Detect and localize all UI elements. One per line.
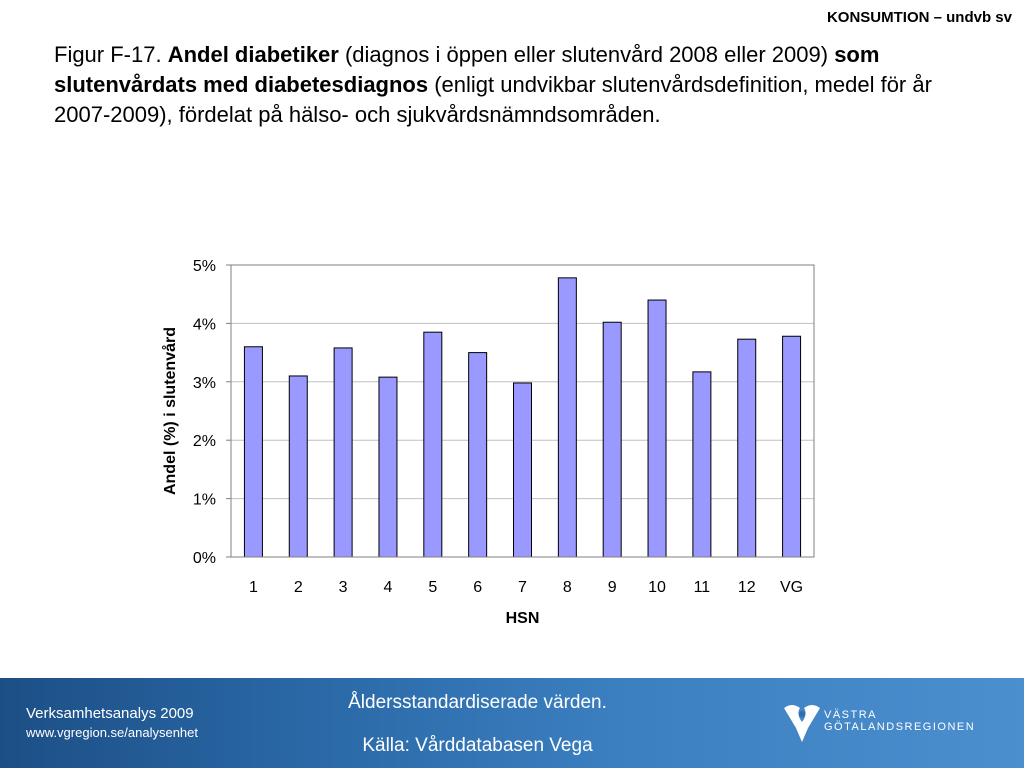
x-tick-label: 8 <box>563 579 572 596</box>
y-tick-labels: 0% 1% 2% 3% 4% 5% <box>193 258 216 567</box>
footer-source: Verksamhetsanalys 2009 www.vgregion.se/a… <box>26 705 198 740</box>
bars <box>243 277 802 558</box>
bar-6 <box>468 352 488 558</box>
caption-text-1: (diagnos i öppen eller slutenvård 2008 e… <box>338 42 835 67</box>
x-axis-label: HSN <box>506 610 540 627</box>
y-tick-label: 0% <box>193 550 216 567</box>
y-tick-label: 3% <box>193 375 216 392</box>
x-tick-label: VG <box>780 579 803 596</box>
footer-url[interactable]: www.vgregion.se/analysenhet <box>26 725 198 740</box>
figure-caption: Figur F-17. Andel diabetiker (diagnos i … <box>54 40 974 130</box>
y-tick-label: 5% <box>193 258 216 275</box>
x-tick-label: 9 <box>608 579 617 596</box>
vgr-emblem-icon <box>784 705 820 742</box>
y-axis-label: Andel (%) i slutenvård <box>161 327 179 495</box>
bar-3 <box>333 347 353 558</box>
y-tick-label: 1% <box>193 492 216 509</box>
bar-4 <box>378 376 398 558</box>
x-tick-label: 1 <box>249 579 258 596</box>
x-tick-label: 7 <box>518 579 527 596</box>
bar-8 <box>557 277 577 558</box>
footer-note-age: Åldersstandardiserade värden. <box>348 692 607 713</box>
caption-bold-1: Andel diabetiker <box>167 42 339 67</box>
caption-bold-2: som slutenvårdats med diabetesdiagnos <box>54 42 880 97</box>
x-tick-label: 3 <box>339 579 348 596</box>
x-tick-labels: 1 2 3 4 5 6 7 8 9 10 11 12 VG <box>249 579 803 596</box>
x-tick-label: 4 <box>384 579 393 596</box>
y-tick-label: 4% <box>193 316 216 333</box>
bar-7 <box>513 382 532 558</box>
x-tick-label: 12 <box>738 579 756 596</box>
x-tick-label: 10 <box>648 579 666 596</box>
footer-title: Verksamhetsanalys 2009 <box>26 705 194 722</box>
bar-chart: 0%1%2%3%4%5% 1 2 3 4 5 6 7 8 9 10 11 12 VG HSN Andel… <box>161 258 815 627</box>
x-tick-label: 6 <box>473 579 482 596</box>
vgr-logo: VÄSTRA GÖTALANDSREGIONEN <box>782 702 976 746</box>
x-tick-label: 5 <box>428 579 437 596</box>
bar-1 <box>243 346 263 558</box>
footer-notes: Åldersstandardiserade värden. Källa: Vår… <box>300 692 655 757</box>
footer-bar: Verksamhetsanalys 2009 www.vgregion.se/a… <box>0 678 1024 768</box>
bar-5 <box>423 331 443 558</box>
y-tick-label: 2% <box>193 433 216 450</box>
caption-prefix: Figur F-17. <box>54 42 168 67</box>
footer-note-source: Källa: Vårddatabasen Vega <box>362 735 593 756</box>
bar-11 <box>692 371 712 558</box>
logo-wordmark: VÄSTRA GÖTALANDSREGIONEN <box>824 709 976 733</box>
bar-12 <box>737 338 757 558</box>
x-tick-label: 11 <box>694 579 711 596</box>
bar-9 <box>602 321 622 558</box>
x-tick-label: 2 <box>294 579 303 596</box>
bar-2 <box>288 375 308 558</box>
section-tag: KONSUMTION – undvb sv <box>826 9 1012 26</box>
bar-10 <box>647 299 667 558</box>
caption-text-2: (enligt undvikbar slutenvårdsdefinition,… <box>54 72 932 127</box>
bar-VG <box>782 335 802 558</box>
plot-frame <box>230 264 815 558</box>
